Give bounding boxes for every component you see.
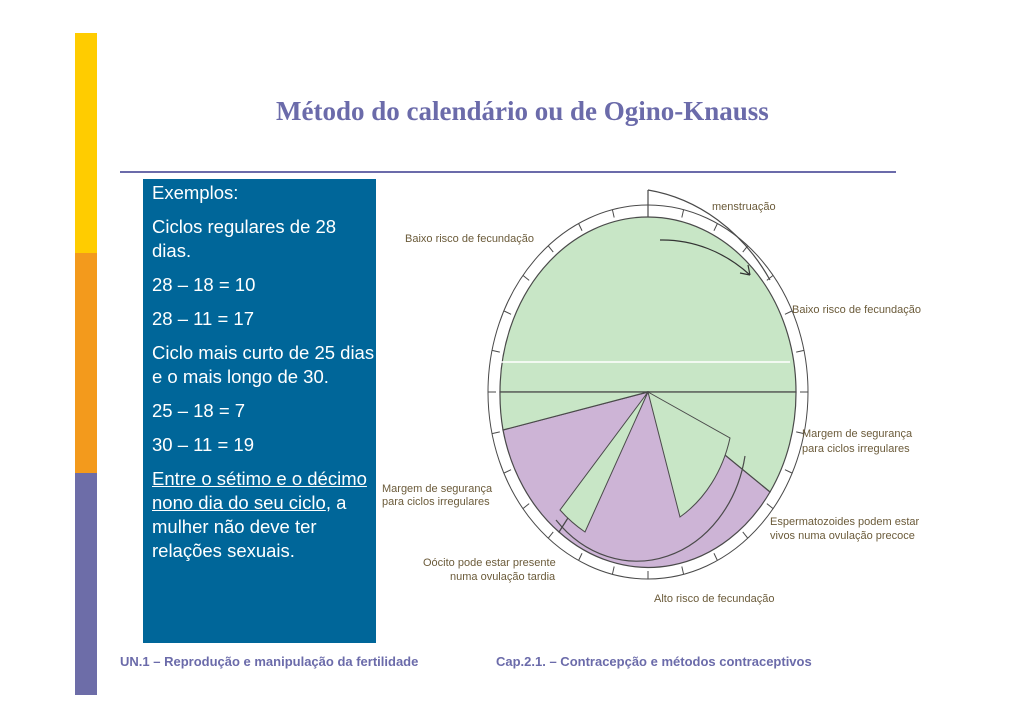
footer-unit: UN.1 – Reprodução e manipulação da ferti… bbox=[120, 654, 419, 669]
day-tick bbox=[784, 310, 793, 315]
day-tick bbox=[681, 209, 685, 218]
day-tick bbox=[784, 469, 793, 474]
late-ovulation-strip bbox=[559, 391, 649, 533]
day-tick bbox=[522, 275, 530, 281]
day-tick bbox=[713, 223, 718, 231]
examples-conclusion: Entre o sétimo e o décimo nono dia do se… bbox=[152, 467, 376, 563]
early-ovulation-strip bbox=[647, 390, 731, 518]
conclusion-rest: , a mulher não deve ter relações sexuais… bbox=[152, 492, 347, 561]
day-tick bbox=[713, 553, 718, 561]
day-tick bbox=[503, 469, 512, 474]
examples-calc-4: 30 – 11 = 19 bbox=[152, 434, 255, 455]
title-divider bbox=[120, 171, 896, 173]
day-tick bbox=[547, 531, 554, 539]
examples-calc-3: 25 – 18 = 7 bbox=[152, 400, 246, 421]
slide-title: Método do calendário ou de Ogino-Knauss bbox=[276, 96, 769, 126]
cycle-diagram: menstruação Baixo risco de fecundação Ba… bbox=[380, 180, 930, 610]
sidebar-stripe-purple bbox=[75, 473, 97, 695]
low-risk-upper-sector bbox=[499, 216, 797, 393]
low-risk-lower-sector bbox=[499, 391, 649, 431]
label-margin-right-1: Margem de segurança bbox=[802, 428, 913, 440]
label-oocyte-2: numa ovulação tardia bbox=[450, 571, 556, 583]
day-tick bbox=[491, 349, 500, 353]
day-tick bbox=[578, 223, 583, 231]
high-risk-sector bbox=[558, 391, 771, 568]
footer-chapter: Cap.2.1. – Contracepção e métodos contra… bbox=[496, 654, 812, 669]
examples-line-irregular: Ciclo mais curto de 25 dias e o mais lon… bbox=[152, 342, 375, 387]
day-tick bbox=[611, 209, 615, 218]
inner-arc bbox=[555, 455, 746, 562]
label-menstruation: menstruação bbox=[712, 201, 776, 213]
day-tick bbox=[491, 431, 500, 435]
conclusion-underlined: Entre o sétimo e o décimo nono dia do se… bbox=[152, 468, 367, 513]
examples-calc-2: 28 – 11 = 17 bbox=[152, 308, 255, 329]
label-sperm-2: vivos numa ovulação precoce bbox=[770, 530, 915, 542]
day-tick bbox=[522, 503, 530, 509]
day-tick bbox=[796, 431, 805, 435]
label-oocyte-1: Oócito pode estar presente bbox=[423, 557, 556, 569]
label-margin-left-1: Margem de segurança bbox=[382, 483, 493, 495]
day-tick bbox=[578, 553, 583, 561]
day-tick bbox=[742, 531, 749, 539]
day-tick bbox=[611, 566, 615, 575]
label-low-risk-top: Baixo risco de fecundação bbox=[405, 233, 535, 245]
label-low-risk-right: Baixo risco de fecundação bbox=[792, 304, 922, 316]
label-sperm-1: Espermatozoides podem estar bbox=[770, 516, 920, 528]
safety-margin-left-sector bbox=[502, 391, 650, 533]
day-tick bbox=[766, 503, 774, 509]
examples-heading: Exemplos: bbox=[152, 182, 239, 203]
cycle-diagram-svg bbox=[487, 189, 809, 580]
day-tick bbox=[503, 310, 512, 315]
examples-calc-1: 28 – 18 = 10 bbox=[152, 274, 256, 295]
label-margin-left-2: para ciclos irregulares bbox=[382, 496, 490, 508]
day-tick bbox=[742, 245, 749, 253]
day-tick bbox=[547, 245, 554, 253]
day-tick bbox=[796, 349, 805, 353]
sidebar-stripe-yellow bbox=[75, 33, 97, 253]
examples-line-regular-cycles: Ciclos regulares de 28 dias. bbox=[152, 216, 337, 261]
day-tick bbox=[681, 566, 685, 575]
label-margin-right-2: para ciclos irregulares bbox=[802, 443, 910, 455]
examples-textbox: Exemplos: Ciclos regulares de 28 dias. 2… bbox=[143, 179, 376, 643]
cycle-direction-arrow bbox=[659, 239, 751, 276]
label-high-risk: Alto risco de fecundação bbox=[654, 593, 775, 605]
sidebar-stripe-orange bbox=[75, 253, 97, 473]
day-tick bbox=[766, 275, 774, 281]
menstruation-bracket bbox=[647, 189, 771, 281]
